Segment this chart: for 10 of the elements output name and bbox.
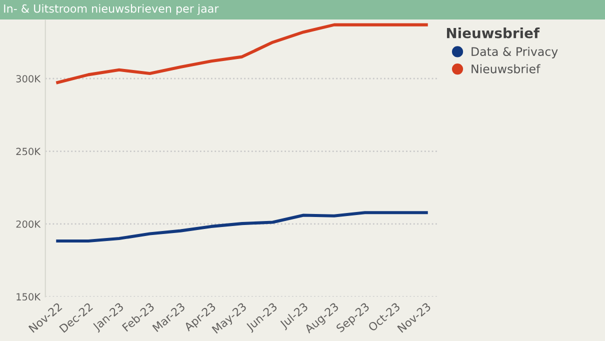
- y-tick-label: 300K: [16, 75, 41, 82]
- chart-title: In- & Uitstroom nieuwsbrieven per jaar: [4, 4, 219, 15]
- legend-label: Data & Privacy: [472, 46, 558, 58]
- y-tick-label: 150K: [16, 293, 41, 300]
- y-tick-label: 200K: [16, 220, 41, 228]
- y-tick-label: 250K: [16, 148, 41, 156]
- legend-label: Nieuwsbrief: [472, 64, 540, 74]
- legend-title: Nieuwsbrief: [446, 28, 540, 38]
- line-series: [56, 211, 428, 243]
- line-series: [56, 23, 428, 84]
